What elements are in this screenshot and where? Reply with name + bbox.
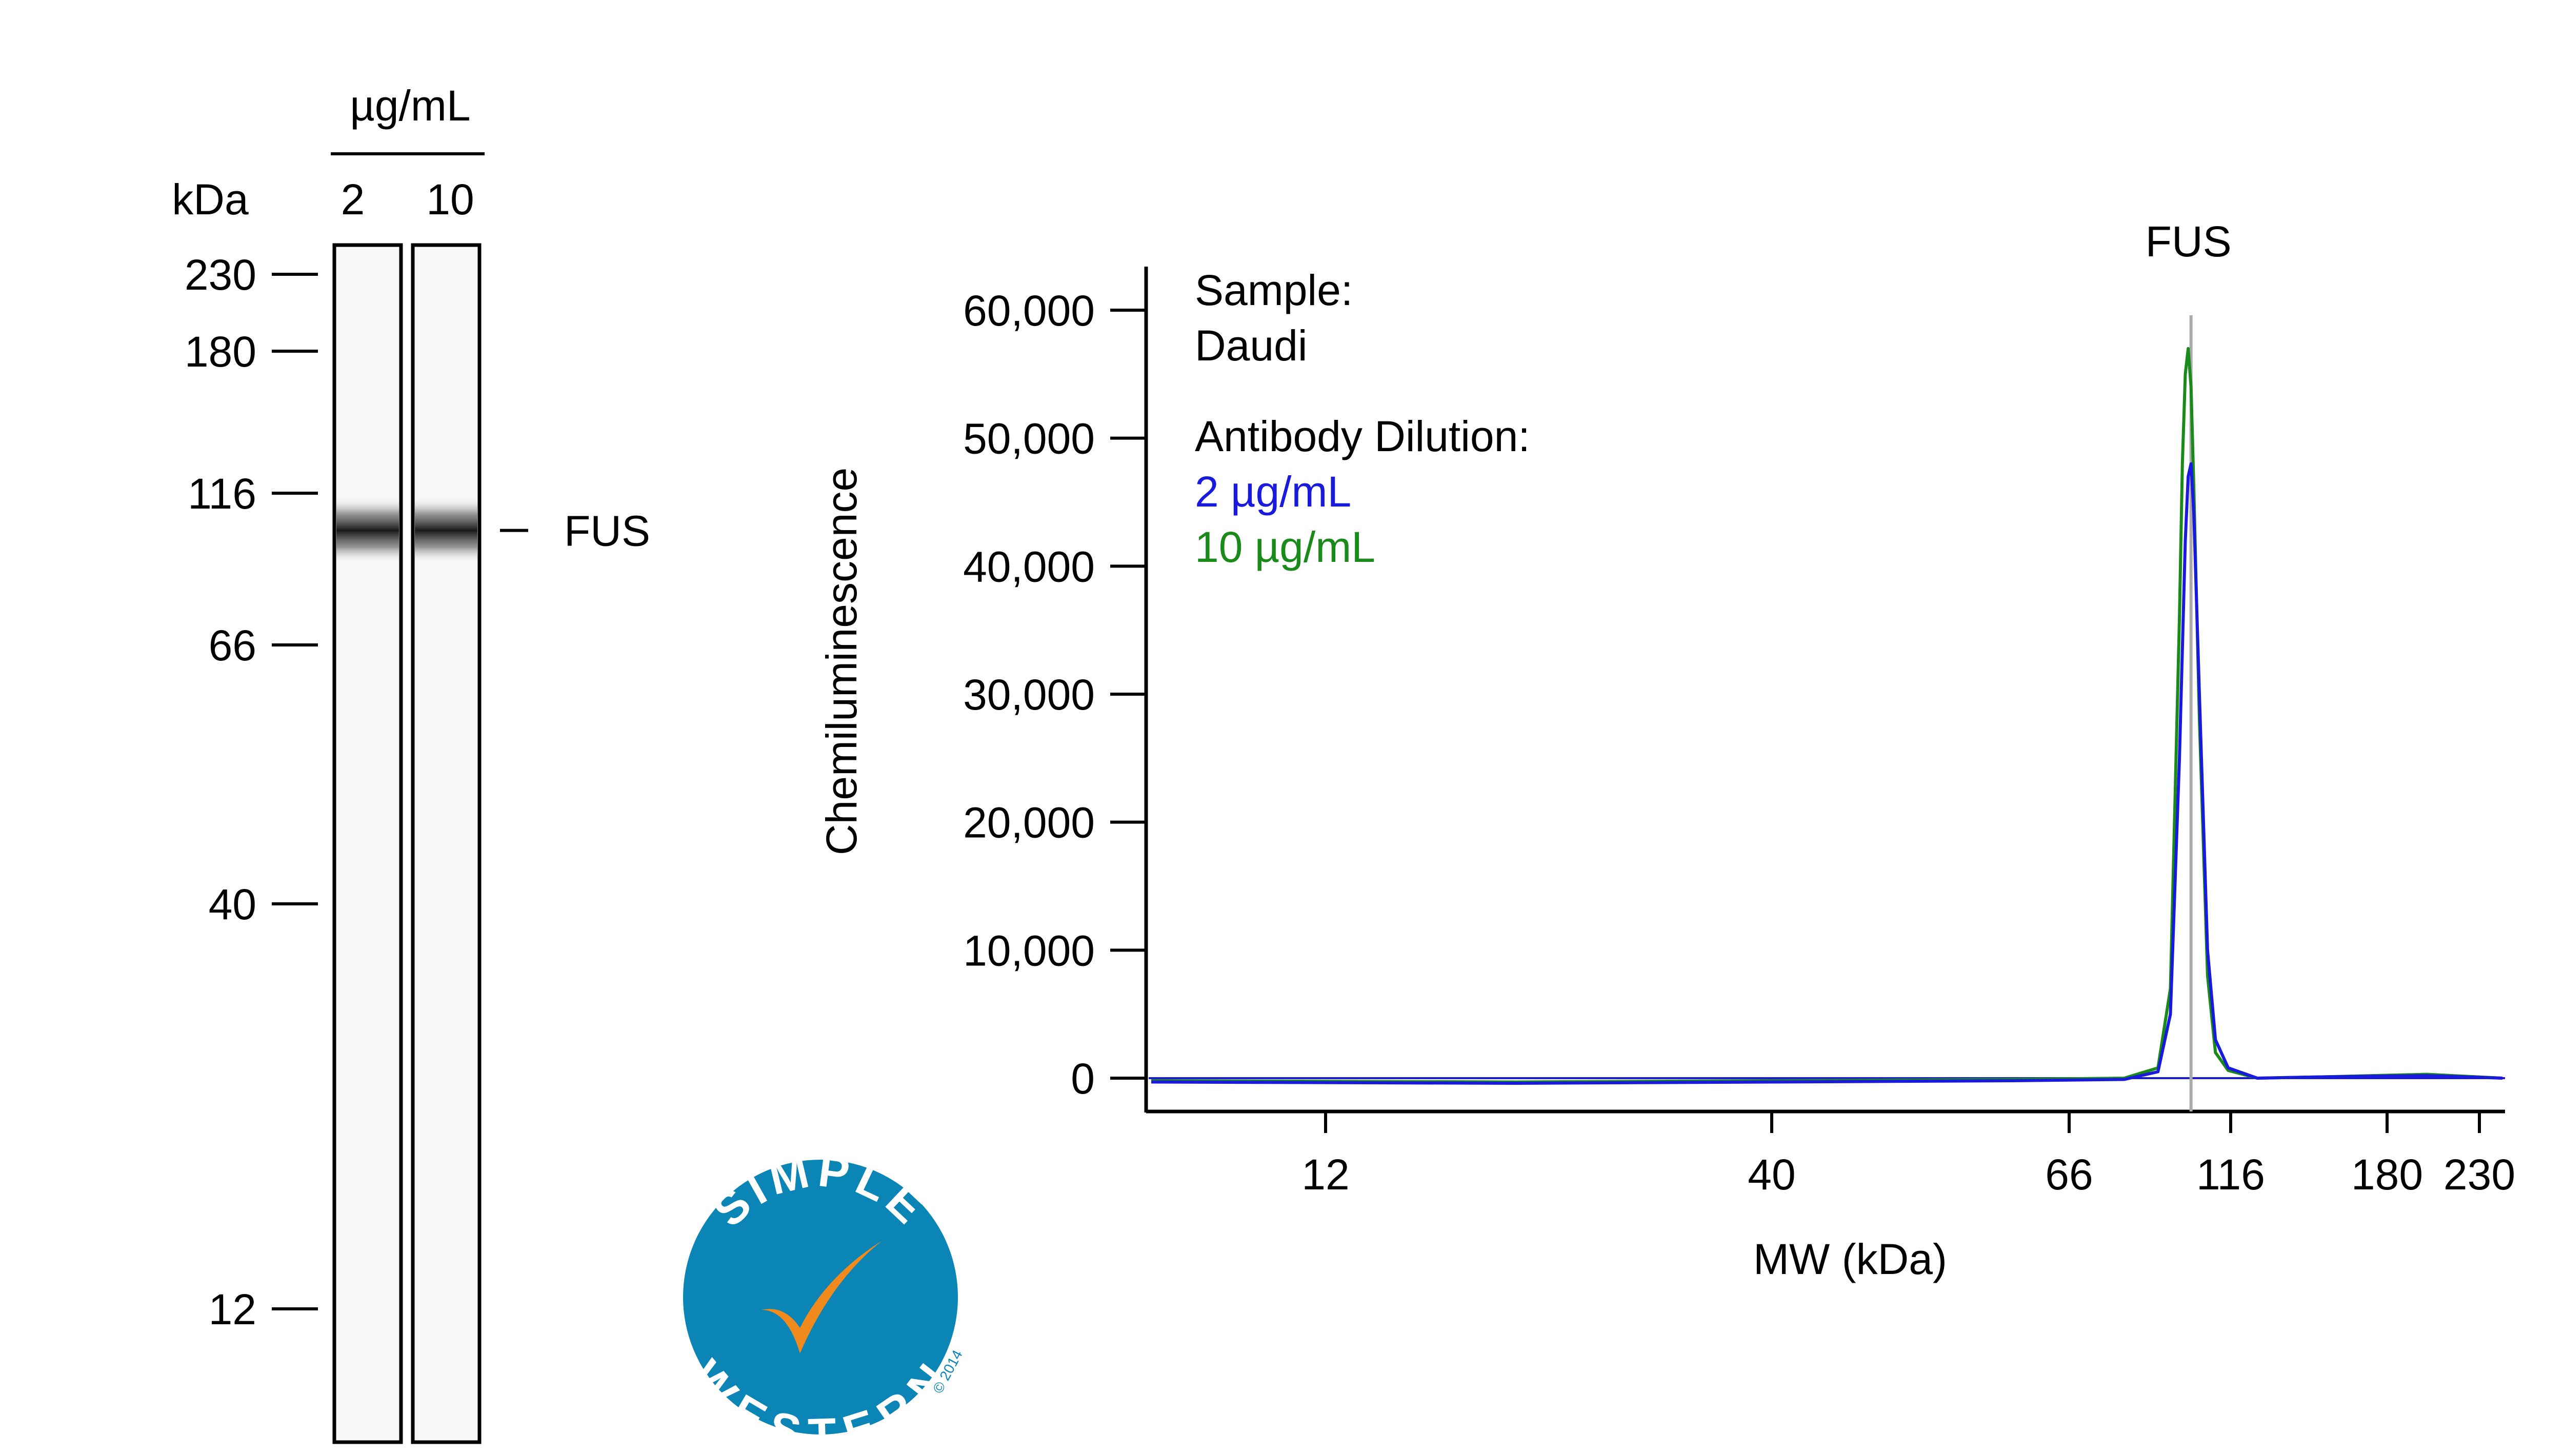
marker-label-180: 180 <box>185 328 256 376</box>
y-tick-label-30000: 30,000 <box>963 671 1095 719</box>
lane-1-label: 2 <box>341 175 365 224</box>
lane-2-band <box>415 497 477 564</box>
y-axis-ticks: 0 10,000 20,000 30,000 40,000 50,000 60,000 <box>963 287 1146 1103</box>
x-axis-ticks: 12 40 66 116 180 230 <box>1301 1111 2515 1199</box>
y-axis-title: Chemiluminescence <box>817 468 866 855</box>
simple-western-logo: SIMPLE WESTERN © 2014 <box>680 1145 966 1456</box>
series-layer <box>1151 347 2503 1085</box>
gel-panel: µg/mL kDa 2 10 230 180 116 66 40 12 FUS <box>172 82 650 1444</box>
x-tick-label-180: 180 <box>2351 1150 2423 1199</box>
marker-label-116: 116 <box>188 470 256 518</box>
marker-ladder: 230 180 116 66 40 12 <box>185 251 318 1333</box>
band-label-fus: FUS <box>564 507 650 555</box>
y-tick-label-60000: 60,000 <box>963 287 1095 335</box>
series-line-2ugml <box>1151 462 2503 1085</box>
logo-checkmark-icon <box>762 1241 882 1353</box>
x-tick-label-66: 66 <box>2045 1150 2093 1199</box>
lane-1-frame <box>332 243 403 1444</box>
y-tick-label-10000: 10,000 <box>963 926 1095 975</box>
peak-label-fus: FUS <box>2146 217 2232 266</box>
x-tick-label-116: 116 <box>2196 1150 2265 1199</box>
legend-series-10ugml: 10 µg/mL <box>1195 523 1375 571</box>
marker-label-230: 230 <box>185 251 256 299</box>
x-tick-label-230: 230 <box>2443 1150 2515 1199</box>
gel-lane-2 <box>411 243 482 1444</box>
legend-series-2ugml: 2 µg/mL <box>1195 468 1351 516</box>
electropherogram-chart: 0 10,000 20,000 30,000 40,000 50,000 60,000 12… <box>817 217 2515 1283</box>
concentration-unit-label: µg/mL <box>350 82 470 130</box>
y-tick-label-40000: 40,000 <box>963 542 1095 591</box>
y-tick-label-50000: 50,000 <box>963 415 1095 463</box>
lane-1-band <box>336 497 399 564</box>
legend-sample-value: Daudi <box>1195 321 1307 370</box>
marker-label-12: 12 <box>209 1285 256 1333</box>
gel-lane-1 <box>332 243 403 1444</box>
marker-label-40: 40 <box>209 880 256 928</box>
lane-2-frame <box>411 243 482 1444</box>
x-tick-label-40: 40 <box>1748 1150 1795 1199</box>
kda-unit-label: kDa <box>172 175 249 224</box>
x-axis-title: MW (kDa) <box>1753 1235 1947 1283</box>
legend: Sample: Daudi Antibody Dilution: 2 µg/mL… <box>1195 266 1530 571</box>
y-tick-label-0: 0 <box>1071 1055 1095 1103</box>
legend-dilution-title: Antibody Dilution: <box>1195 412 1530 460</box>
lane-2-label: 10 <box>426 175 474 224</box>
x-tick-label-12: 12 <box>1301 1150 1349 1199</box>
marker-label-66: 66 <box>209 621 256 670</box>
legend-sample-title: Sample: <box>1195 266 1353 314</box>
y-tick-label-20000: 20,000 <box>963 799 1095 847</box>
